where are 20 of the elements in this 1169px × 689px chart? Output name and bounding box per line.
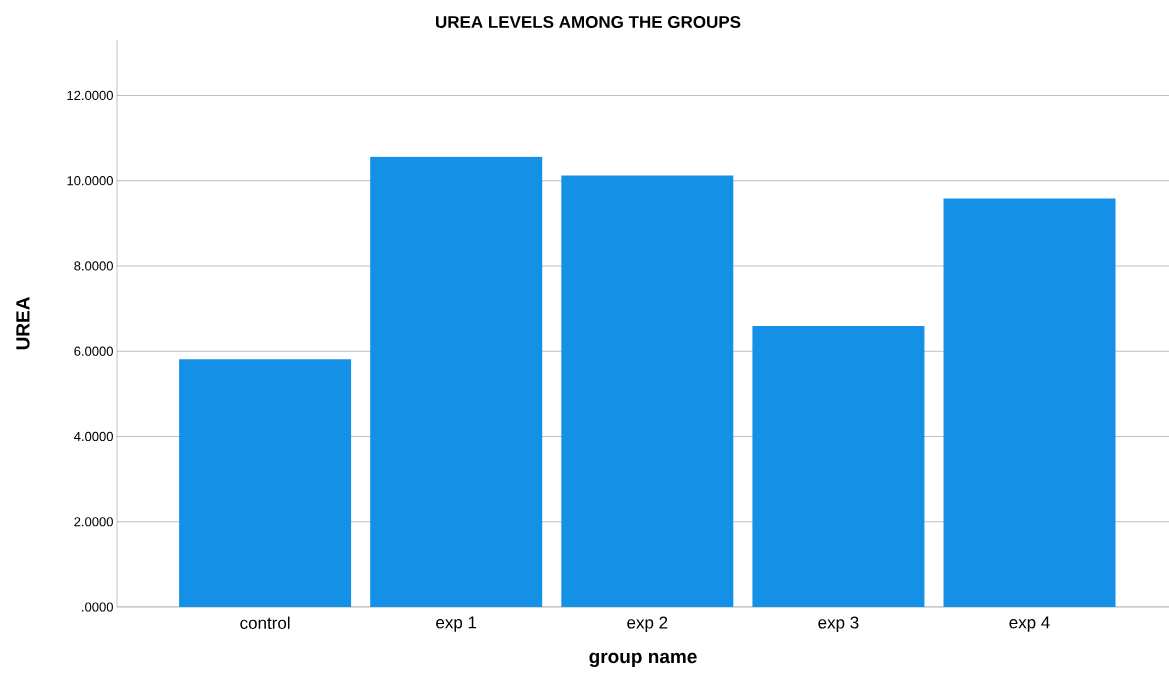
y-tick-label: 6.0000 xyxy=(74,346,113,356)
x-tick-label: exp 3 xyxy=(818,616,859,632)
y-tick-label: 12.0000 xyxy=(67,90,113,101)
x-tick-label: control xyxy=(240,616,290,630)
x-tick-label: exp 4 xyxy=(1009,616,1050,632)
y-axis-title: UREA xyxy=(16,297,30,350)
bar xyxy=(752,326,925,607)
y-tick-label: 2.0000 xyxy=(74,517,113,527)
y-tick-label: .0000 xyxy=(82,602,113,612)
bar xyxy=(370,156,543,607)
chart-title: UREA LEVELS AMONG THE GROUPS xyxy=(436,15,741,29)
bar xyxy=(179,359,352,607)
y-tick-label: 8.0000 xyxy=(74,261,113,271)
x-axis-title: group name xyxy=(589,652,697,668)
x-tick-label: exp 1 xyxy=(436,616,477,632)
y-tick-label: 4.0000 xyxy=(74,431,113,442)
bar xyxy=(561,175,734,607)
x-tick-label: exp 2 xyxy=(627,616,668,632)
y-tick-label: 10.0000 xyxy=(67,176,113,186)
bar xyxy=(943,198,1116,607)
